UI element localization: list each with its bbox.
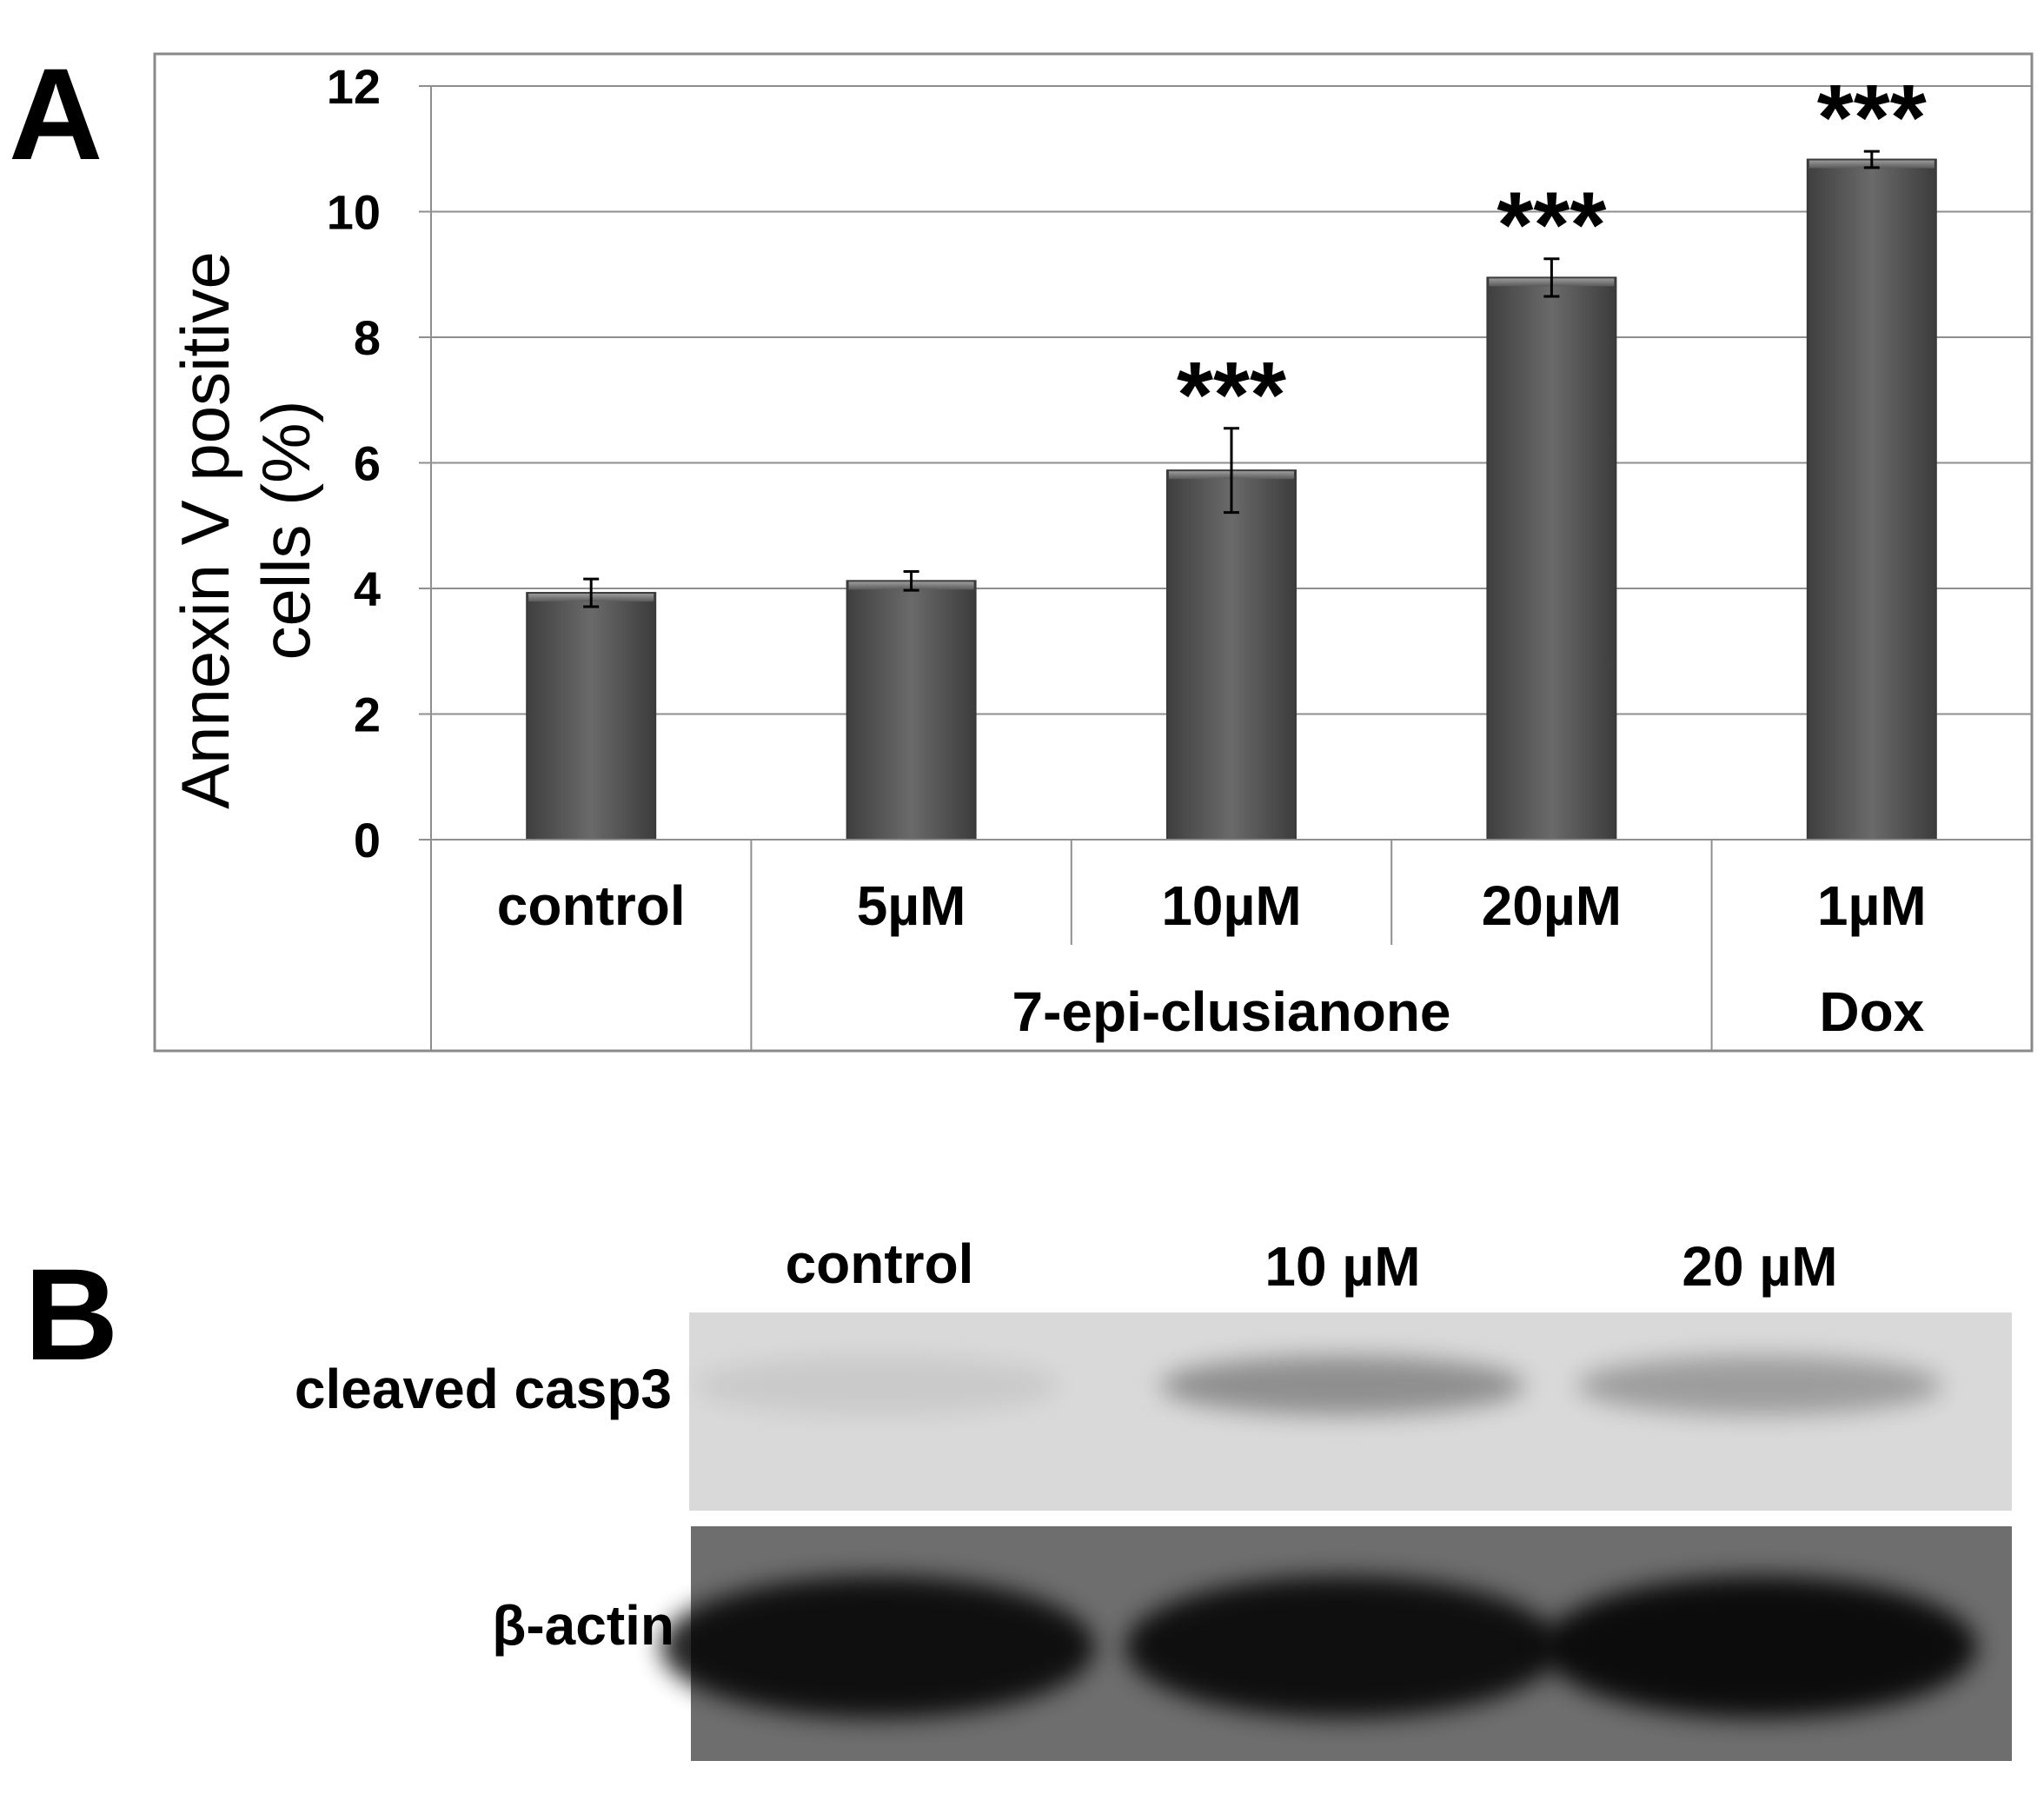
x-group-label: 7-epi-clusianone [1012, 980, 1451, 1043]
band [695, 1356, 1060, 1415]
panel-b-letter: B [24, 1241, 118, 1387]
band [1543, 1576, 1977, 1718]
bar [1806, 158, 1937, 841]
actin-bands [660, 1576, 1977, 1718]
x-category-label: 10µM [1161, 874, 1301, 937]
bars: *** *** *** [526, 64, 1937, 841]
bar-group: *** [1486, 172, 1617, 841]
lane-label-control: control [786, 1233, 974, 1295]
y-tick-label: 6 [354, 436, 381, 491]
bar-group [846, 569, 977, 841]
x-category-label: 1µM [1817, 874, 1927, 937]
y-tick-label: 2 [354, 688, 381, 742]
y-tick-label: 8 [354, 310, 381, 365]
band [660, 1576, 1095, 1718]
bar [1486, 276, 1617, 841]
y-axis-label-line-2: cells (%) [248, 400, 324, 660]
x-category-label: control [497, 874, 686, 937]
row-label-beta-actin: β-actin [492, 1594, 674, 1657]
bar [846, 580, 977, 841]
y-tick-label: 10 [327, 185, 381, 240]
casp3-bands [695, 1356, 1942, 1415]
bar-group [526, 577, 657, 841]
bar-chart: 0 2 4 6 8 10 12 Annexin V positive cells (%) *… [153, 52, 2034, 1053]
bar [1166, 469, 1297, 841]
significance-marker: *** [1177, 342, 1286, 447]
band [1125, 1576, 1560, 1718]
row-label-cleaved-casp3: cleaved casp3 [295, 1358, 672, 1420]
y-axis-ticks: 0 2 4 6 8 10 12 [327, 59, 432, 1051]
bar-group: *** [1806, 64, 1937, 841]
bar-group: *** [1166, 342, 1297, 841]
x-category-label: 5µM [857, 874, 966, 937]
lane-label-20um: 20 µM [1682, 1235, 1837, 1298]
lane-label-10um: 10 µM [1264, 1235, 1420, 1298]
bar [526, 592, 657, 841]
chart-frame [153, 52, 2034, 1053]
western-blot-actin [660, 1526, 2012, 1761]
x-axis: control 5µM 10µM 20µM 1µM 7-epi-clusianone Dox [431, 839, 2032, 1051]
y-tick-label: 12 [327, 59, 381, 114]
significance-marker: *** [1496, 172, 1606, 277]
y-tick-label: 0 [354, 813, 381, 867]
panel-a-letter: A [9, 41, 103, 187]
band [1160, 1356, 1525, 1415]
x-group-label: Dox [1819, 980, 1924, 1043]
y-tick-label: 4 [354, 561, 381, 616]
western-blot-casp3 [689, 1312, 2012, 1511]
x-category-label: 20µM [1482, 874, 1622, 937]
y-axis-label-line-1: Annexin V positive [167, 251, 243, 809]
band [1577, 1356, 1942, 1415]
significance-marker: *** [1817, 64, 1927, 169]
